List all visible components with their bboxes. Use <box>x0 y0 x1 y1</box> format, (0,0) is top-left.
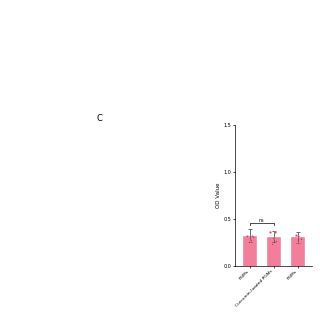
Point <box>249 237 254 242</box>
Point <box>295 234 300 239</box>
Point <box>251 234 256 239</box>
Bar <box>267 236 280 266</box>
Point <box>298 236 303 241</box>
Point <box>272 229 277 235</box>
Point <box>293 233 298 238</box>
Point <box>247 240 252 245</box>
Point <box>298 236 303 241</box>
Point <box>296 241 301 246</box>
Point <box>269 241 275 246</box>
Point <box>244 233 249 238</box>
Text: C: C <box>97 114 103 123</box>
Y-axis label: OD Value: OD Value <box>216 182 221 208</box>
Point <box>249 234 254 239</box>
Point <box>268 229 273 234</box>
Point <box>273 239 278 244</box>
Bar <box>243 236 256 266</box>
Point <box>270 236 275 241</box>
Bar <box>291 237 304 266</box>
Text: ns: ns <box>259 218 264 223</box>
